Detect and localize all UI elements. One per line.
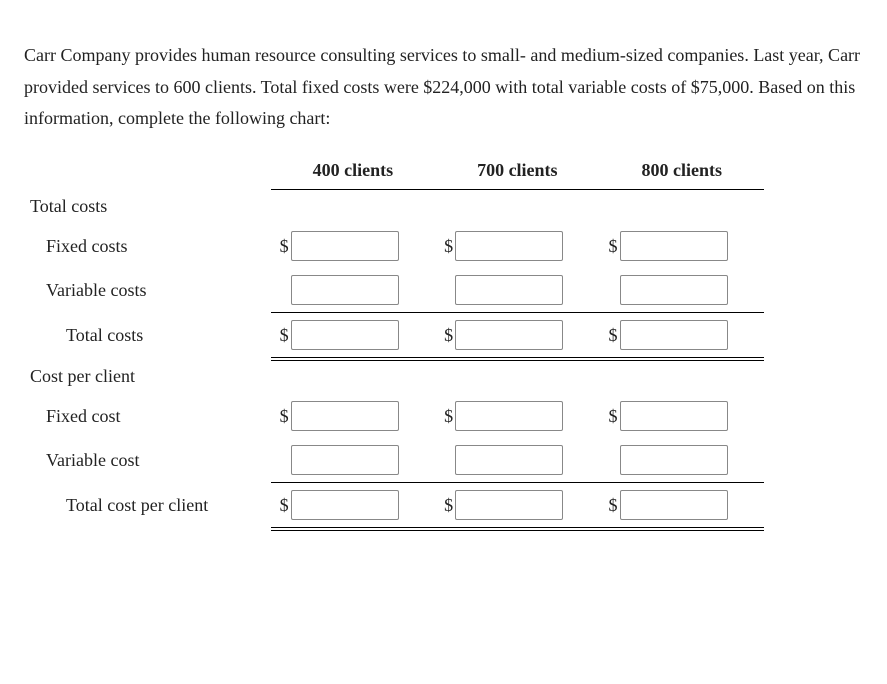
cost-chart-table: 400 clients 700 clients 800 clients Tota…: [24, 153, 764, 532]
input-total-costs-700[interactable]: [455, 320, 563, 350]
problem-prompt: Carr Company provides human resource con…: [24, 40, 863, 135]
dollar-sign: $: [441, 236, 453, 257]
input-total-costs-800[interactable]: [620, 320, 728, 350]
input-fixed-cost-400[interactable]: [291, 401, 399, 431]
input-fixed-costs-700[interactable]: [455, 231, 563, 261]
input-variable-cost-700[interactable]: [455, 445, 563, 475]
dollar-sign: $: [606, 236, 618, 257]
dollar-sign: $: [277, 236, 289, 257]
row-label-variable-cost: Variable cost: [24, 438, 271, 483]
input-variable-cost-400[interactable]: [291, 445, 399, 475]
dollar-sign: $: [441, 325, 453, 346]
input-fixed-costs-800[interactable]: [620, 231, 728, 261]
input-total-cost-per-client-700[interactable]: [455, 490, 563, 520]
input-total-costs-400[interactable]: [291, 320, 399, 350]
column-header-700: 700 clients: [435, 153, 599, 190]
input-variable-costs-800[interactable]: [620, 275, 728, 305]
dollar-sign: $: [441, 406, 453, 427]
input-variable-costs-400[interactable]: [291, 275, 399, 305]
input-variable-cost-800[interactable]: [620, 445, 728, 475]
section-header-total-costs: Total costs: [24, 189, 271, 224]
row-label-variable-costs: Variable costs: [24, 268, 271, 313]
dollar-sign: $: [277, 495, 289, 516]
dollar-sign: $: [277, 325, 289, 346]
input-total-cost-per-client-800[interactable]: [620, 490, 728, 520]
dollar-sign: $: [606, 406, 618, 427]
row-label-fixed-costs: Fixed costs: [24, 224, 271, 268]
section-header-cost-per-client: Cost per client: [24, 359, 271, 394]
dollar-sign: $: [441, 495, 453, 516]
column-header-400: 400 clients: [271, 153, 435, 190]
dollar-sign: $: [606, 325, 618, 346]
row-label-fixed-cost: Fixed cost: [24, 394, 271, 438]
input-total-cost-per-client-400[interactable]: [291, 490, 399, 520]
row-label-total-cost-per-client: Total cost per client: [24, 483, 271, 530]
column-header-800: 800 clients: [600, 153, 764, 190]
input-variable-costs-700[interactable]: [455, 275, 563, 305]
dollar-sign: $: [606, 495, 618, 516]
dollar-sign: $: [277, 406, 289, 427]
input-fixed-cost-800[interactable]: [620, 401, 728, 431]
input-fixed-cost-700[interactable]: [455, 401, 563, 431]
input-fixed-costs-400[interactable]: [291, 231, 399, 261]
row-label-total-costs: Total costs: [24, 313, 271, 360]
